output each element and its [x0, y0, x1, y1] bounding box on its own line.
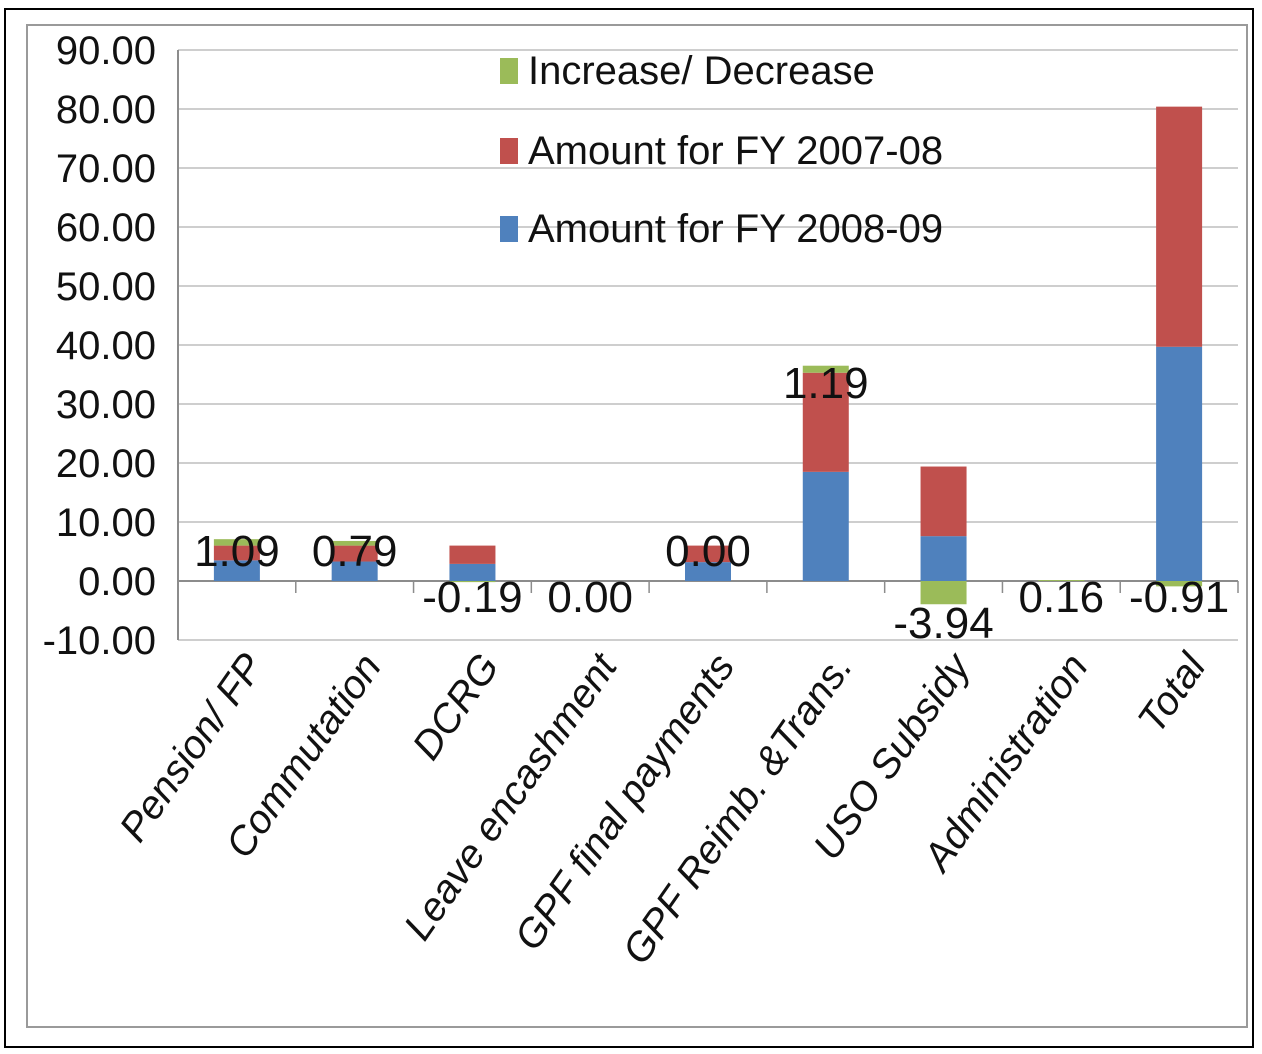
chart-frame: 90.00 80.00 70.00 60.00 50.00 40.00 30.00 20.00…	[4, 8, 1254, 1048]
bar-increase-decrease-administration	[1038, 580, 1085, 581]
chart-legend: Increase/ Decrease Amount for FY 2007-08 A…	[500, 49, 943, 251]
data-label-pension-fp: 1.09	[194, 527, 280, 576]
legend-swatch-amount-for-fy-2007-08	[500, 138, 518, 164]
legend-entry-increase-decrease: Increase/ Decrease	[528, 49, 875, 93]
bar-amount-for-fy-2008-09-pension-fp	[213, 560, 260, 581]
y-tick-label: 70.00	[56, 147, 156, 191]
y-tick-label: 60.00	[56, 206, 156, 250]
category-label-total: Total	[1130, 645, 1216, 741]
bar-increase-decrease-total	[1156, 581, 1203, 587]
bar-amount-for-fy-2007-08-gpf-final-payments	[685, 545, 731, 563]
data-label-leave-encashment: 0.00	[547, 573, 633, 622]
bar-amount-for-fy-2007-08-total	[1156, 106, 1203, 347]
bar-amount-for-fy-2007-08-commutation	[331, 545, 378, 562]
bar-increase-decrease-commutation	[331, 540, 378, 546]
chart-area: 90.00 80.00 70.00 60.00 50.00 40.00 30.00 20.00…	[26, 24, 1248, 1028]
bar-increase-decrease-dcrg	[449, 581, 496, 583]
y-tick-label: 10.00	[56, 501, 156, 545]
legend-entry-amount-for-fy-2007-08: Amount for FY 2007-08	[528, 129, 943, 173]
data-label-gpf-final-payments: 0.00	[665, 527, 751, 576]
y-tick-label: 30.00	[56, 383, 156, 427]
data-label-gpf-reimb-trans: 1.19	[783, 359, 869, 408]
legend-entry-amount-for-fy-2008-09: Amount for FY 2008-09	[528, 207, 943, 251]
data-label-uso-subsidy: -3.94	[893, 599, 993, 648]
y-tick-label: 90.00	[56, 29, 156, 73]
category-label-leave-encashment: Leave encashment	[396, 644, 627, 948]
bar-increase-decrease-uso-subsidy	[920, 581, 967, 605]
bar-amount-for-fy-2008-09-gpf-final-payments	[685, 562, 731, 581]
y-tick-label: 80.00	[56, 88, 156, 132]
bar-increase-decrease-gpf-reimb-trans	[802, 365, 849, 373]
data-label-dcrg: -0.19	[422, 573, 522, 622]
bar-increase-decrease-pension-fp	[213, 539, 260, 546]
y-tick-label: 20.00	[56, 442, 156, 486]
data-label-total: -0.91	[1129, 573, 1229, 622]
stacked-bar-chart: 90.00 80.00 70.00 60.00 50.00 40.00 30.00 20.00…	[43, 29, 1239, 972]
bar-amount-for-fy-2008-09-commutation	[331, 561, 378, 581]
category-label-dcrg: DCRG	[404, 646, 508, 768]
legend-swatch-amount-for-fy-2008-09	[500, 216, 518, 242]
data-label-commutation: 0.79	[312, 527, 398, 576]
bar-amount-for-fy-2007-08-gpf-reimb-trans	[802, 372, 849, 472]
bar-amount-for-fy-2007-08-uso-subsidy	[920, 466, 967, 537]
y-tick-label: -10.00	[43, 619, 156, 663]
legend-swatch-increase-decrease	[500, 58, 518, 84]
y-tick-label: 40.00	[56, 324, 156, 368]
bar-amount-for-fy-2007-08-dcrg	[449, 545, 496, 564]
bar-amount-for-fy-2008-09-gpf-reimb-trans	[802, 471, 849, 581]
y-tick-label: 0.00	[78, 560, 156, 604]
y-tick-label: 50.00	[56, 265, 156, 309]
data-label-administration: 0.16	[1019, 573, 1105, 622]
category-label-gpf-final-payments: GPF final payments	[506, 646, 743, 958]
bar-amount-for-fy-2007-08-pension-fp	[213, 545, 260, 561]
bar-amount-for-fy-2008-09-dcrg	[449, 563, 496, 581]
bar-amount-for-fy-2008-09-uso-subsidy	[920, 536, 967, 581]
category-label-gpf-reimb-trans: GPF Reimb. &Trans.	[614, 646, 861, 972]
bar-amount-for-fy-2008-09-total	[1156, 346, 1203, 581]
